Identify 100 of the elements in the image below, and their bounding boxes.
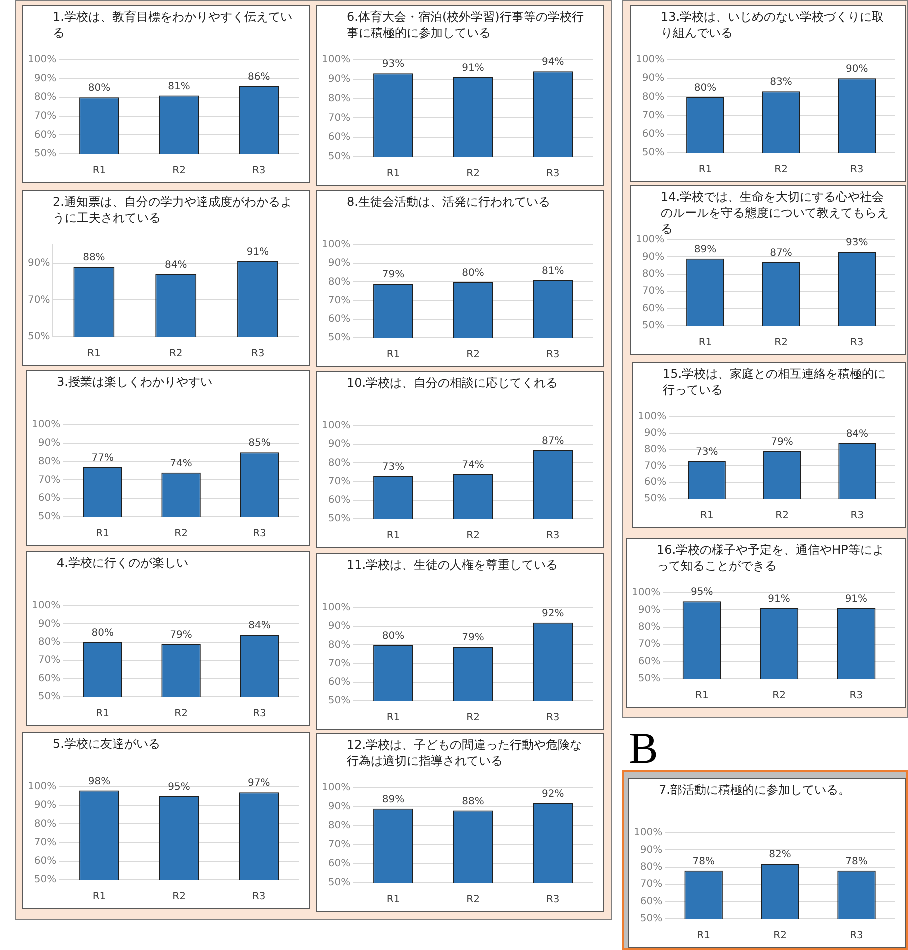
data-label: 90% bbox=[846, 64, 868, 76]
y-tick-label: 80% bbox=[640, 862, 663, 873]
x-tick-label: R2 bbox=[466, 350, 480, 361]
x-tick-label: R3 bbox=[850, 930, 864, 942]
y-tick-label: 90% bbox=[328, 802, 351, 813]
data-label: 93% bbox=[382, 59, 405, 70]
chart-title: 14.学校では、生命を大切にする心や社会のルールを守る態度について教えてもらえる bbox=[661, 189, 890, 236]
data-label: 87% bbox=[542, 436, 564, 447]
y-tick-label: 90% bbox=[642, 73, 665, 84]
y-tick-label: 50% bbox=[34, 148, 57, 160]
data-label: 77% bbox=[92, 452, 114, 464]
y-tick-label: 50% bbox=[328, 332, 351, 344]
y-tick-label: 100% bbox=[28, 782, 57, 793]
x-tick-label: R2 bbox=[172, 166, 186, 177]
y-tick-label: 60% bbox=[328, 494, 351, 506]
y-tick-label: 60% bbox=[38, 673, 61, 684]
y-tick-label: 100% bbox=[322, 54, 351, 66]
y-tick-label: 70% bbox=[642, 286, 665, 298]
y-tick-label: 70% bbox=[38, 474, 61, 486]
data-label: 73% bbox=[382, 462, 405, 473]
chart-title: 13.学校は、いじめのない学校づくりに取り組んでいる bbox=[660, 9, 886, 42]
data-label: 95% bbox=[691, 587, 714, 598]
y-tick-label: 90% bbox=[642, 252, 665, 263]
x-tick-label: R1 bbox=[88, 348, 101, 360]
x-tick-label: R3 bbox=[546, 530, 560, 542]
y-tick-label: 60% bbox=[642, 303, 665, 314]
y-tick-label: 100% bbox=[634, 828, 663, 839]
x-tick-label: R3 bbox=[253, 528, 266, 540]
y-tick-label: 50% bbox=[28, 332, 50, 343]
y-tick-label: 60% bbox=[34, 130, 57, 141]
y-tick-label: 80% bbox=[638, 622, 661, 633]
y-tick-label: 100% bbox=[322, 240, 351, 251]
x-tick-label: R1 bbox=[96, 528, 110, 540]
data-label: 93% bbox=[846, 238, 868, 249]
x-tick-label: R3 bbox=[546, 894, 560, 906]
y-tick-label: 70% bbox=[34, 837, 57, 848]
data-label: 79% bbox=[382, 270, 405, 281]
data-label: 84% bbox=[164, 260, 188, 272]
data-label: 78% bbox=[846, 856, 868, 868]
y-tick-label: 90% bbox=[638, 604, 661, 616]
y-tick-label: 50% bbox=[640, 914, 663, 925]
y-tick-label: 90% bbox=[644, 428, 667, 439]
data-label: 88% bbox=[462, 796, 484, 808]
chart-title: 15.学校は、家庭との相互連絡を積極的に行っている bbox=[662, 366, 888, 399]
y-tick-label: 70% bbox=[328, 295, 351, 306]
y-tick-label: 100% bbox=[322, 420, 351, 432]
y-tick-label: 50% bbox=[328, 878, 351, 889]
data-label: 97% bbox=[248, 778, 270, 790]
data-label: 80% bbox=[382, 630, 405, 642]
y-tick-label: 80% bbox=[328, 93, 351, 104]
y-tick-label: 50% bbox=[328, 696, 351, 707]
y-tick-label: 80% bbox=[328, 276, 351, 288]
x-tick-label: R1 bbox=[92, 166, 106, 177]
x-tick-label: R3 bbox=[252, 166, 266, 177]
y-tick-label: 60% bbox=[328, 314, 351, 325]
y-tick-label: 90% bbox=[328, 439, 351, 450]
data-label: 98% bbox=[88, 776, 111, 788]
chart-title: 8.生徒会活動は、活発に行われている bbox=[346, 194, 552, 211]
y-tick-label: 50% bbox=[642, 320, 665, 332]
y-tick-label: 90% bbox=[328, 621, 351, 632]
y-tick-label: 70% bbox=[328, 112, 351, 124]
y-tick-label: 50% bbox=[328, 514, 351, 525]
y-tick-label: 70% bbox=[38, 655, 61, 666]
y-tick-label: 80% bbox=[644, 444, 667, 456]
data-label: 92% bbox=[542, 608, 564, 620]
data-label: 73% bbox=[696, 446, 718, 458]
data-label: 80% bbox=[92, 628, 114, 639]
x-tick-label: R1 bbox=[96, 708, 110, 720]
x-tick-label: R3 bbox=[546, 712, 560, 724]
y-tick-label: 70% bbox=[34, 110, 57, 122]
y-tick-label: 100% bbox=[638, 412, 667, 423]
y-tick-label: 60% bbox=[638, 656, 661, 668]
x-tick-label: R1 bbox=[696, 690, 709, 702]
y-tick-label: 70% bbox=[328, 658, 351, 670]
x-tick-label: R2 bbox=[172, 892, 186, 903]
x-tick-label: R3 bbox=[253, 708, 266, 720]
x-tick-label: R1 bbox=[386, 350, 400, 361]
x-tick-label: R2 bbox=[772, 690, 786, 702]
x-tick-label: R2 bbox=[174, 708, 188, 720]
y-tick-label: 70% bbox=[328, 840, 351, 851]
chart-title: 11.学校は、生徒の人権を尊重している bbox=[346, 557, 560, 574]
data-label: 80% bbox=[88, 83, 111, 94]
y-tick-label: 50% bbox=[328, 152, 351, 163]
y-tick-label: 70% bbox=[642, 110, 665, 122]
y-tick-label: 80% bbox=[328, 820, 351, 832]
y-tick-label: 50% bbox=[38, 692, 61, 703]
x-tick-label: R2 bbox=[466, 530, 480, 542]
data-label: 82% bbox=[769, 850, 792, 861]
y-tick-label: 80% bbox=[34, 92, 57, 104]
y-tick-label: 60% bbox=[644, 477, 667, 488]
y-tick-label: 100% bbox=[32, 420, 61, 431]
y-tick-label: 100% bbox=[636, 234, 665, 246]
data-label: 89% bbox=[694, 244, 717, 256]
y-tick-label: 60% bbox=[328, 676, 351, 688]
chart-title: 12.学校は、子どもの間違った行動や危険な行為は適切に指導されている bbox=[346, 737, 584, 770]
chart-title: 3.授業は楽しくわかりやすい bbox=[56, 374, 214, 391]
x-tick-label: R1 bbox=[697, 930, 710, 942]
data-label: 81% bbox=[542, 266, 564, 277]
data-label: 79% bbox=[771, 437, 794, 448]
x-tick-label: R3 bbox=[251, 348, 265, 360]
